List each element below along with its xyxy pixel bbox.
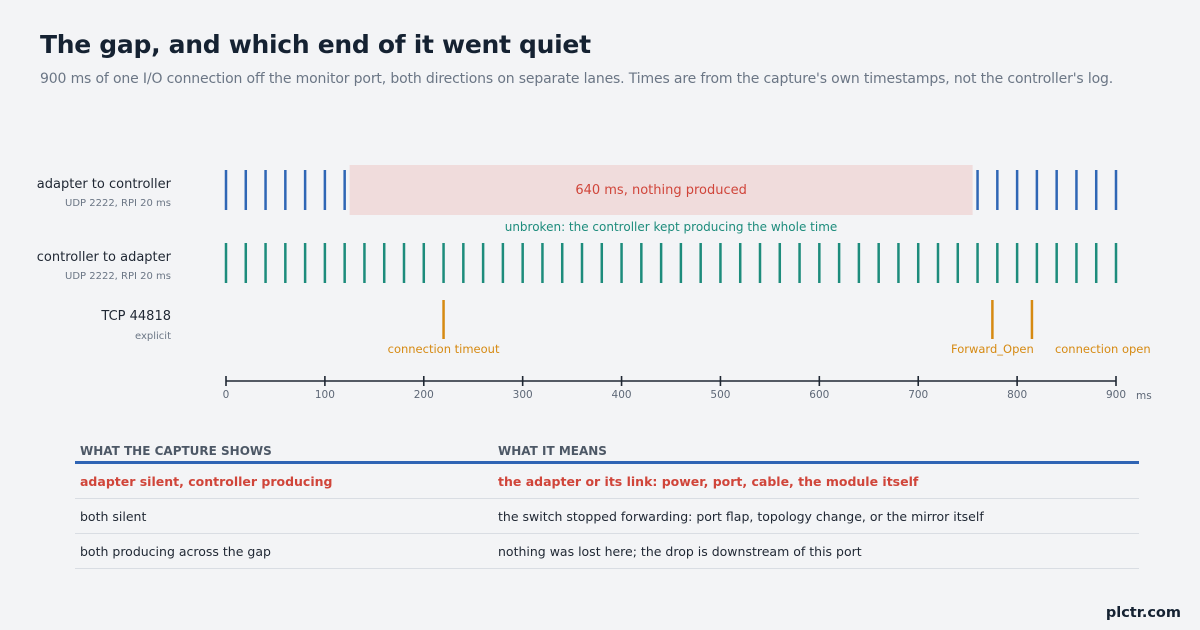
page-subtitle: 900 ms of one I/O connection off the mon… bbox=[40, 71, 1114, 87]
x-tick-label: 900 bbox=[1106, 389, 1126, 401]
x-tick-label: 800 bbox=[1007, 389, 1027, 401]
lane-label: controller to adapter bbox=[37, 250, 172, 265]
timeline-chart: adapter to controller UDP 2222, RPI 20 ms… bbox=[37, 165, 1152, 402]
lane-label: adapter to controller bbox=[37, 177, 172, 192]
lane-detail: UDP 2222, RPI 20 ms bbox=[65, 198, 171, 209]
brand-logo: plctr.com bbox=[1105, 605, 1181, 621]
cell-shows: both silent bbox=[80, 508, 147, 524]
column-header-shows: WHAT THE CAPTURE SHOWS bbox=[80, 443, 272, 458]
gap-band bbox=[349, 165, 973, 215]
x-tick-label: 700 bbox=[908, 389, 928, 401]
table-row: adapter silent, controller producing the… bbox=[75, 464, 1139, 499]
lane-detail: explicit bbox=[135, 331, 171, 342]
x-tick-label: 300 bbox=[513, 389, 533, 401]
lane-label: TCP 44818 bbox=[100, 309, 171, 324]
x-tick-label: 500 bbox=[710, 389, 730, 401]
cell-means: the adapter or its link: power, port, ca… bbox=[498, 473, 919, 489]
column-header-means: WHAT IT MEANS bbox=[498, 443, 607, 458]
gap-label: 640 ms, nothing produced bbox=[575, 183, 747, 198]
x-tick-label: 200 bbox=[414, 389, 434, 401]
x-tick-label: 0 bbox=[223, 389, 230, 401]
cell-means: the switch stopped forwarding: port flap… bbox=[498, 508, 984, 524]
table-row: both producing across the gap nothing wa… bbox=[75, 534, 1139, 569]
event-label: connection timeout bbox=[388, 342, 500, 356]
cell-means: nothing was lost here; the drop is downs… bbox=[498, 543, 862, 559]
event-label: Forward_Open bbox=[951, 342, 1034, 356]
x-axis-unit: ms bbox=[1136, 390, 1152, 402]
interpretation-table: WHAT THE CAPTURE SHOWS WHAT IT MEANS ada… bbox=[75, 440, 1139, 569]
x-tick-label: 400 bbox=[612, 389, 632, 401]
event-label: connection open bbox=[1055, 342, 1151, 356]
cell-shows: both producing across the gap bbox=[80, 543, 271, 559]
lane-annotation: unbroken: the controller kept producing … bbox=[505, 220, 838, 234]
cell-shows: adapter silent, controller producing bbox=[80, 473, 333, 489]
x-tick-label: 600 bbox=[809, 389, 829, 401]
x-tick-label: 100 bbox=[315, 389, 335, 401]
table-header: WHAT THE CAPTURE SHOWS WHAT IT MEANS bbox=[75, 440, 1139, 464]
lane-detail: UDP 2222, RPI 20 ms bbox=[65, 271, 171, 282]
page-title: The gap, and which end of it went quiet bbox=[40, 30, 591, 59]
table-row: both silent the switch stopped forwardin… bbox=[75, 499, 1139, 534]
